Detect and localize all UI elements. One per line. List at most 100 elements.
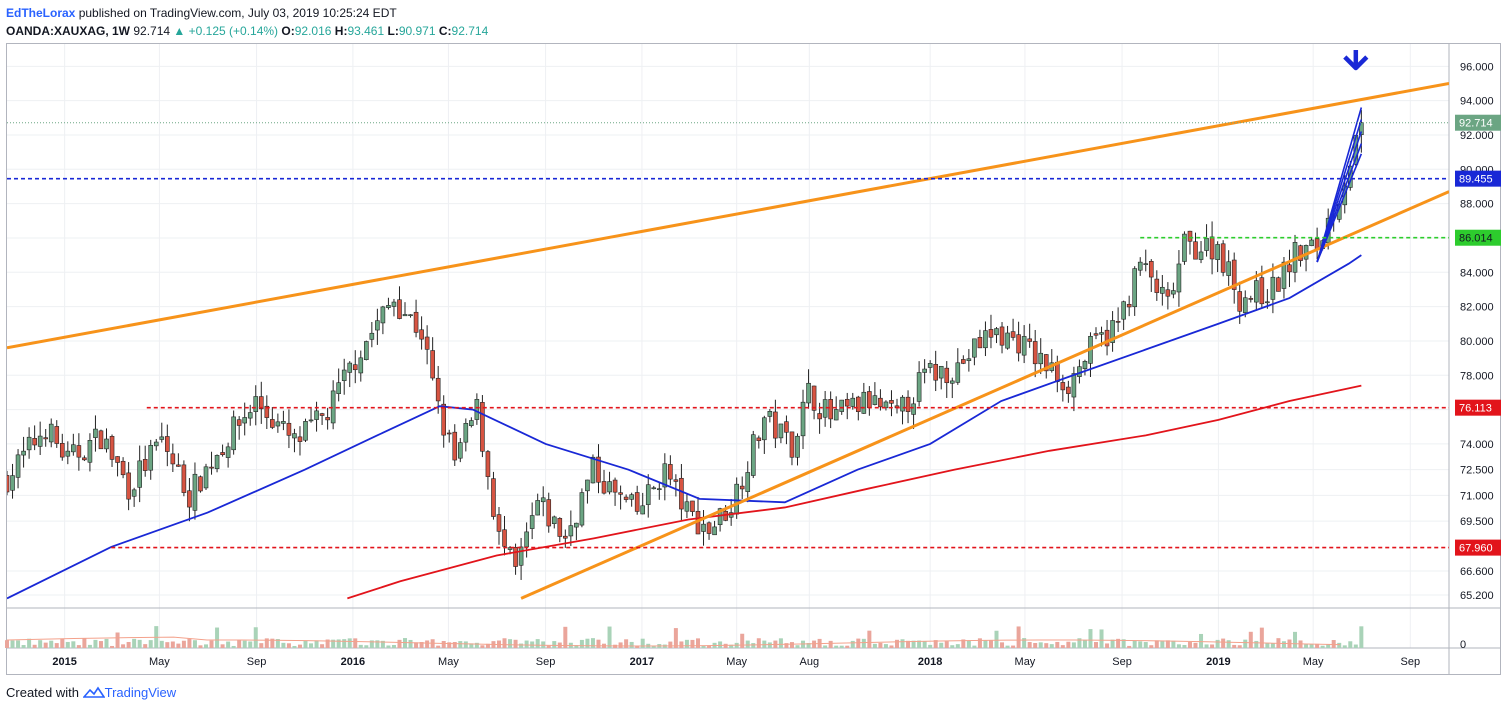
volume-bar [1044,643,1049,648]
volume-bar [1116,638,1121,648]
volume-bar [1099,629,1104,648]
volume-bar [651,645,656,648]
volume-bar [281,642,286,648]
candle-body [1027,338,1032,342]
volume-bar [1281,641,1286,648]
volume-bar [369,640,374,648]
volume-bar [695,638,700,648]
volume-bar [1199,633,1204,648]
candle-body [1038,352,1044,365]
volume-bar [204,644,209,648]
high-value: 93.461 [347,24,385,38]
candle-body [397,299,402,319]
volume-bar [226,641,231,648]
footer: Created with TradingView [6,684,176,704]
volume-bar [309,643,314,648]
volume-bar [878,642,883,648]
volume-bar [237,639,242,648]
candle-body [214,455,220,470]
candle-body [916,372,922,402]
candle-body [1270,276,1276,300]
volume-bar [955,644,960,648]
publish-line: EdTheLorax published on TradingView.com,… [6,4,488,22]
candle-body [1082,361,1088,369]
volume-bar [701,645,706,648]
volume-bar [806,643,811,648]
candle-body [292,433,297,439]
candle-body [634,492,640,512]
y-tick-label: 80.000 [1460,336,1494,348]
author-link[interactable]: EdTheLorax [6,6,76,20]
volume-bar [834,645,839,648]
volume-bar [1165,640,1170,648]
volume-bar [1066,641,1071,648]
volume-bar [137,639,142,648]
volume-bar [425,640,430,648]
level-price-label: 86.014 [1459,233,1493,245]
low-value: 90.971 [398,24,436,38]
candle-body [623,496,629,500]
candle-body [336,382,341,394]
volume-bar [231,645,236,648]
candle-body [1276,277,1281,292]
candle-body [441,403,447,436]
candle-body [109,436,115,460]
candle-body [1005,332,1010,349]
volume-bar [419,642,424,648]
candle-body [574,522,579,528]
candle-body [181,464,187,493]
x-tick-label: 2017 [630,656,654,668]
candle-body [656,488,662,491]
candle-body [745,472,751,492]
volume-bar [176,643,181,648]
candle-body [137,460,142,488]
candle-body [54,426,60,444]
volume-bar [856,638,861,648]
candle-body [408,314,413,317]
volume-bar [347,638,352,648]
x-tick-label: Aug [800,656,820,668]
volume-bar [1348,641,1353,648]
candle-body [1032,341,1038,365]
candle-body [1359,122,1364,135]
x-tick-label: 2015 [52,656,76,668]
y-tick-label: 69.500 [1460,516,1494,528]
candle-body [883,401,889,409]
candle-body [253,396,259,412]
candle-body [833,409,839,421]
chart-frame[interactable] [6,43,1501,675]
volume-bar [1265,643,1270,648]
volume-bar [729,644,734,648]
level-price-label: 76.113 [1459,403,1492,415]
candle-body [889,400,894,404]
publish-info: published on TradingView.com, July 03, 2… [78,6,397,20]
volume-bar [1337,642,1342,648]
volume-bar [690,639,695,648]
candle-body [153,441,159,447]
candle-body [303,421,308,441]
candle-body [966,358,972,361]
volume-bar [408,639,413,648]
candle-body [905,396,911,412]
volume-bar [850,640,855,648]
candle-body [585,479,590,492]
volume-bar [590,638,595,648]
volume-bar [375,640,380,648]
candle-body [98,430,104,450]
volume-bar [607,626,612,648]
volume-bar [684,639,689,648]
volume-bar [148,640,153,648]
candle-body [209,466,214,469]
x-tick-label: Sep [1112,656,1132,668]
volume-bar [966,640,971,648]
volume-bar [104,638,109,648]
arrow-down-icon [1343,50,1369,71]
candle-body [1093,333,1099,336]
candle-body [419,329,424,340]
volume-bar [259,643,264,648]
tradingview-brand[interactable]: TradingView [104,685,177,700]
volume-bar [1105,643,1110,648]
last-price: 92.714 [133,24,171,38]
volume-bar [933,640,938,648]
